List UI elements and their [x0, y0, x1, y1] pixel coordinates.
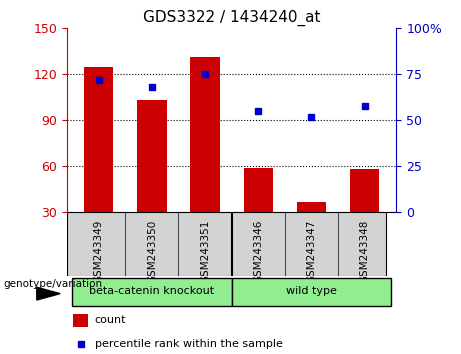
Text: genotype/variation: genotype/variation [3, 279, 102, 289]
Bar [72, 278, 231, 306]
Bar [73, 314, 88, 327]
Text: GSM243346: GSM243346 [253, 220, 263, 284]
Bar [84, 67, 113, 212]
Text: wild type: wild type [286, 286, 337, 296]
Bar [243, 168, 273, 212]
Text: GSM243349: GSM243349 [94, 220, 104, 284]
Text: GSM243347: GSM243347 [307, 220, 316, 284]
Bar [231, 278, 391, 306]
Bar [297, 202, 326, 212]
Text: GSM243350: GSM243350 [147, 220, 157, 283]
Polygon shape [37, 287, 60, 300]
Text: GSM243351: GSM243351 [200, 220, 210, 284]
Title: GDS3322 / 1434240_at: GDS3322 / 1434240_at [143, 9, 320, 25]
Text: beta-catenin knockout: beta-catenin knockout [89, 286, 214, 296]
Bar [350, 170, 379, 212]
Bar [137, 101, 166, 212]
Bar [190, 57, 220, 212]
Text: count: count [95, 315, 126, 325]
Text: percentile rank within the sample: percentile rank within the sample [95, 339, 283, 349]
Text: GSM243348: GSM243348 [360, 220, 370, 284]
